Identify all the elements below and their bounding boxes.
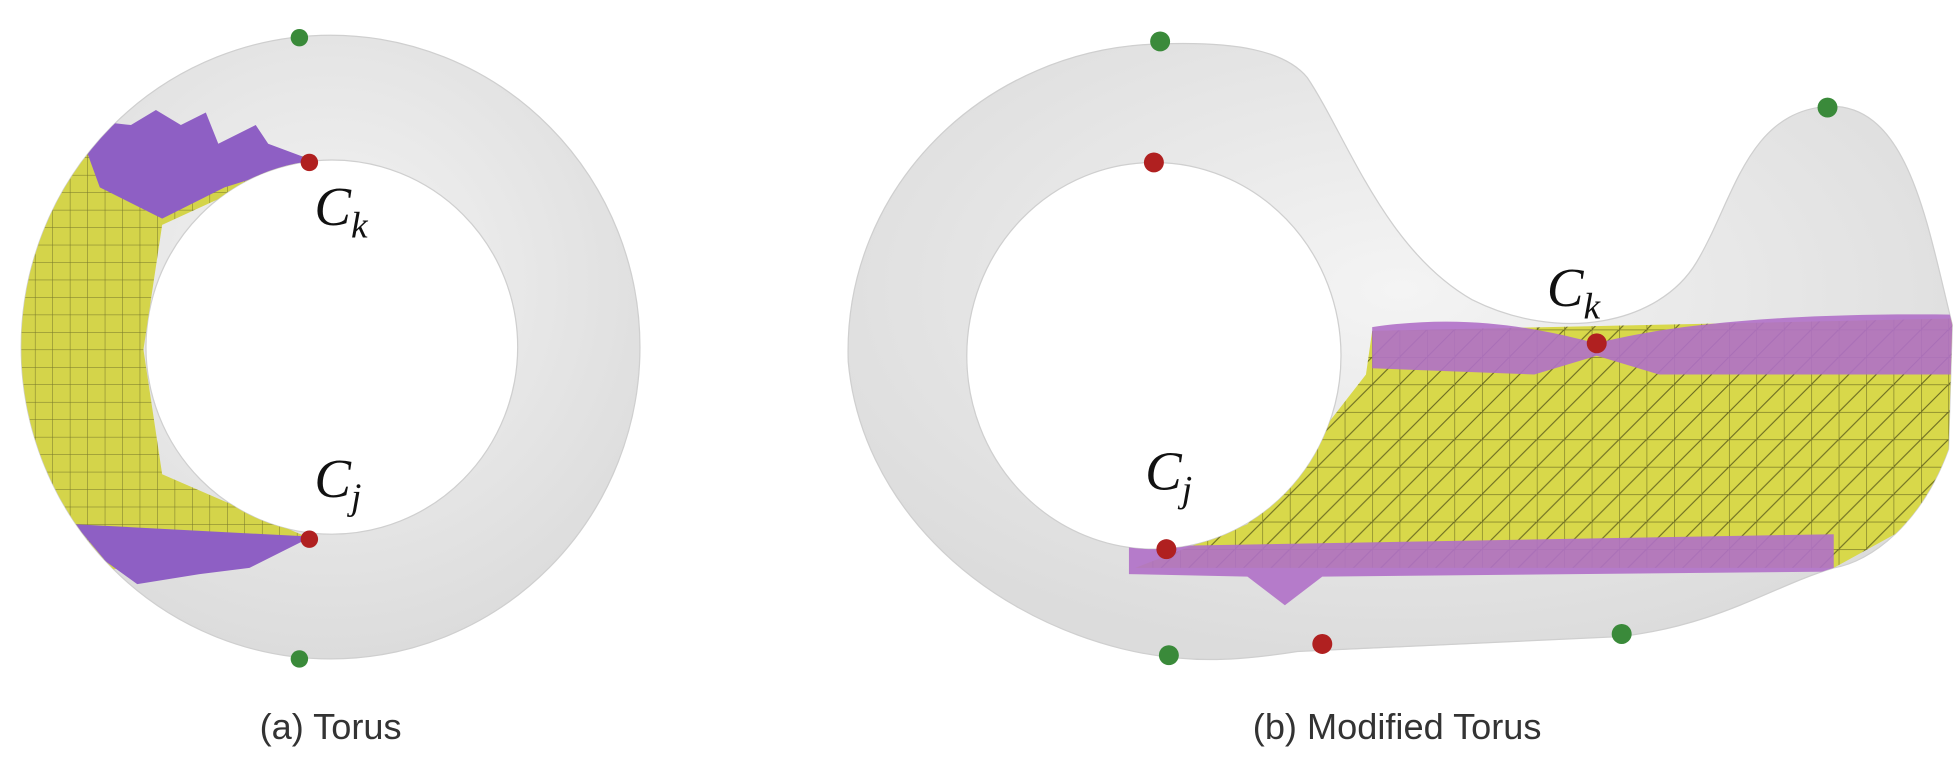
point-label: Cj (314, 448, 361, 518)
caption: (b) Modified Torus (1253, 706, 1542, 747)
page: Ck Cj Ck Cj (a) Torus (b) Modified Torus… (0, 0, 1956, 764)
modified-torus-render (848, 31, 1956, 665)
caption: (a) Torus (260, 706, 402, 747)
figure: Ck Cj Ck Cj (a) Torus (b) Modified Torus (0, 0, 1956, 764)
point-label: Cj (1145, 440, 1192, 510)
point-label: Ck (314, 176, 369, 246)
torus-render (0, 29, 640, 668)
point-label: Ck (1547, 257, 1602, 327)
